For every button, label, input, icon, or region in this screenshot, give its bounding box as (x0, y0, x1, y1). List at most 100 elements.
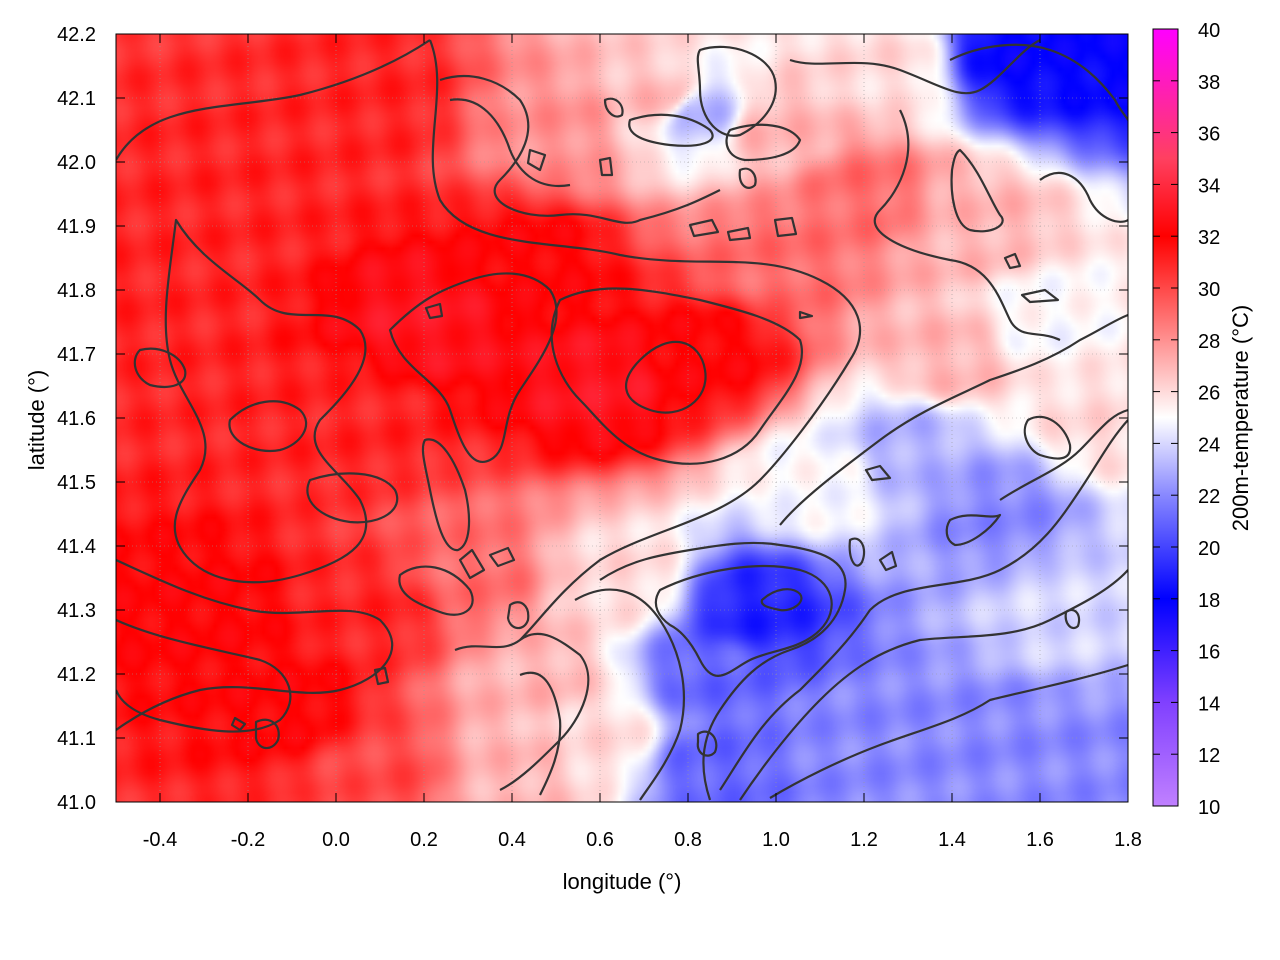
contour-line (945, 513, 1002, 547)
x-tick-label: 1.4 (938, 829, 966, 851)
contour-line (779, 313, 1128, 526)
colorbar-tick-label: 16 (1198, 642, 1220, 664)
contour-line (550, 287, 803, 465)
contour-line (773, 216, 798, 238)
contour-line (421, 438, 471, 552)
x-tick-label: 0.6 (586, 829, 614, 851)
x-tick-label: 0.0 (322, 829, 350, 851)
contour-line (398, 565, 474, 616)
contour-line (1039, 171, 1128, 223)
contour-line (848, 537, 866, 567)
colorbar-title: 200m-temperature (°C) (1228, 305, 1253, 531)
contour-line (228, 400, 308, 453)
contour-line (696, 730, 718, 757)
contour-line (789, 39, 1041, 95)
x-tick-label: -0.2 (231, 829, 265, 851)
contour-line (116, 558, 394, 731)
contour-line (439, 75, 721, 224)
y-tick-label: 42.1 (57, 88, 96, 110)
colorbar-tick-label: 20 (1198, 538, 1220, 560)
y-tick-label: 41.4 (57, 536, 96, 558)
x-tick-label: 0.4 (498, 829, 526, 851)
contour-line (454, 632, 590, 791)
contour-line (449, 98, 571, 188)
contour-line (738, 167, 757, 189)
contour-line (488, 546, 516, 568)
x-tick-label: 0.2 (410, 829, 438, 851)
contour-line (864, 464, 892, 482)
x-tick-label: -0.4 (143, 829, 177, 851)
plot-area (115, 33, 1129, 803)
y-tick-label: 41.7 (57, 344, 96, 366)
y-tick-label: 41.5 (57, 472, 96, 494)
contour-line (574, 588, 686, 801)
contour-line (519, 671, 562, 796)
colorbar-tick-label: 12 (1198, 745, 1220, 767)
contour-line (254, 718, 280, 750)
contour-line (306, 472, 399, 524)
y-axis-title: latitude (°) (24, 370, 49, 471)
elevation-contours (116, 39, 1128, 801)
y-tick-label: 41.0 (57, 792, 96, 814)
colorbar-tick-label: 24 (1198, 434, 1220, 456)
colorbar-tick-label: 40 (1198, 20, 1220, 42)
contour-line (725, 123, 802, 162)
colorbar-tick-label: 18 (1198, 590, 1220, 612)
contour-line (999, 408, 1128, 501)
contour-line (950, 148, 1004, 233)
contour-line (1023, 415, 1072, 460)
contour-line (878, 550, 898, 572)
contour-line (624, 340, 707, 414)
contour-line (628, 113, 714, 147)
y-tick-label: 41.1 (57, 728, 96, 750)
contour-line (599, 541, 847, 801)
contour-line (654, 565, 833, 677)
x-axis: -0.4 -0.2 0.0 0.2 0.4 0.6 0.8 1.0 1.2 1.4 1.6 1.8 (143, 34, 1142, 851)
y-tick-label: 41.9 (57, 216, 96, 238)
contour-line (873, 109, 1061, 341)
contour-line (116, 618, 292, 733)
contour-line (116, 39, 862, 641)
colorbar-tick-label: 32 (1198, 227, 1220, 249)
colorbar-tick-label: 22 (1198, 486, 1220, 508)
colorbar-tick-label: 28 (1198, 331, 1220, 353)
colorbar: 10 12 14 16 18 20 22 24 26 28 30 32 34 36 38 40 200m-te… (1152, 20, 1253, 819)
contour-line (388, 272, 558, 463)
contour-line (760, 588, 803, 612)
colorbar-tick-label: 14 (1198, 693, 1220, 715)
contour-line (424, 302, 444, 320)
colorbar-tick-label: 36 (1198, 124, 1220, 146)
y-tick-label: 41.3 (57, 600, 96, 622)
colorbar-gradient (1152, 28, 1179, 807)
contour-line (726, 226, 752, 242)
contour-line (1020, 288, 1060, 304)
x-tick-label: 1.8 (1114, 829, 1142, 851)
contour-line (506, 601, 530, 630)
y-tick-label: 41.2 (57, 664, 96, 686)
contour-line (458, 548, 486, 580)
x-tick-label: 1.6 (1026, 829, 1054, 851)
contour-line (719, 419, 1128, 791)
x-axis-title: longitude (°) (563, 869, 682, 894)
contour-line (949, 43, 1128, 121)
contour-line (688, 218, 720, 238)
x-tick-label: 1.2 (850, 829, 878, 851)
contour-line (230, 716, 247, 732)
contour-line (133, 347, 187, 388)
x-tick-label: 0.8 (674, 829, 702, 851)
contour-line (696, 45, 777, 137)
contour-line (769, 663, 1128, 799)
y-tick-label: 41.6 (57, 408, 96, 430)
contour-line (373, 666, 390, 686)
contour-line (1003, 252, 1022, 270)
contour-line (1064, 608, 1081, 630)
colorbar-tick-label: 30 (1198, 279, 1220, 301)
colorbar-tick-label: 26 (1198, 383, 1220, 405)
contour-line (164, 218, 368, 584)
contour-line (526, 148, 547, 172)
x-tick-label: 1.0 (762, 829, 790, 851)
y-axis: 41.0 41.1 41.2 41.3 41.4 41.5 41.6 41.7 41.8 41.9… (57, 24, 1128, 814)
contour-line (798, 310, 814, 320)
colorbar-ticks: 10 12 14 16 18 20 22 24 26 28 30 32 34 36 38 40 (1153, 20, 1220, 819)
